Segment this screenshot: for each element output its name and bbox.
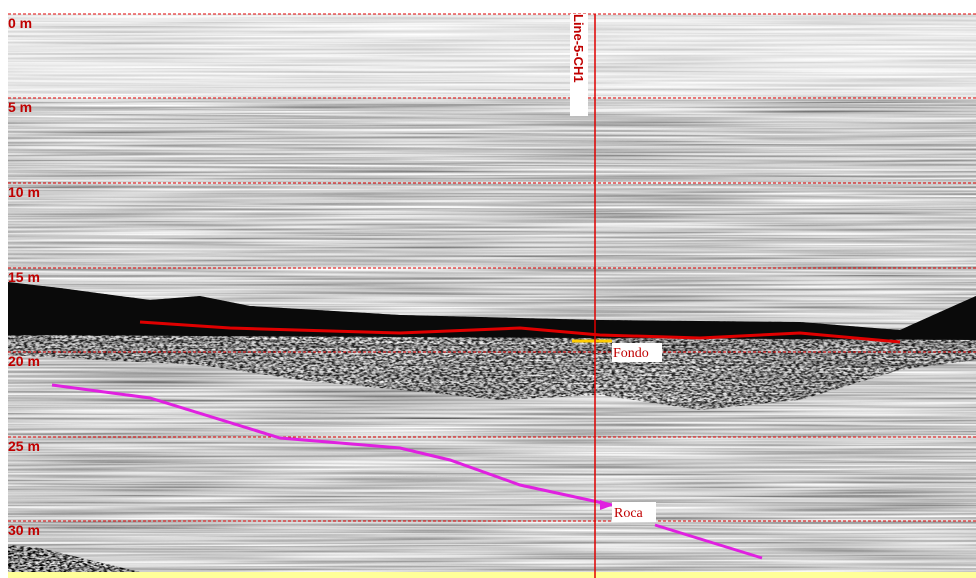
depth-label: 10 m bbox=[8, 184, 40, 200]
annotation: Fondo bbox=[613, 346, 649, 361]
water-column-top bbox=[8, 14, 976, 98]
depth-label: 25 m bbox=[8, 438, 40, 454]
sonar-view: 0 m 5 m 10 m 15 m 20 m 25 m 30 m Line-5-… bbox=[0, 0, 976, 578]
depth-label: 30 m bbox=[8, 522, 40, 538]
line-label: Line-5-CH1 bbox=[571, 14, 586, 83]
annotation: Roca bbox=[614, 506, 644, 521]
depth-label: 15 m bbox=[8, 269, 40, 285]
depth-label: 5 m bbox=[8, 99, 32, 115]
page: 0 m 5 m 10 m 15 m 20 m 25 m 30 m Line-5-… bbox=[0, 0, 976, 578]
depth-label: 20 m bbox=[8, 353, 40, 369]
depth-label: 0 m bbox=[8, 15, 32, 31]
status-strip bbox=[8, 572, 976, 578]
